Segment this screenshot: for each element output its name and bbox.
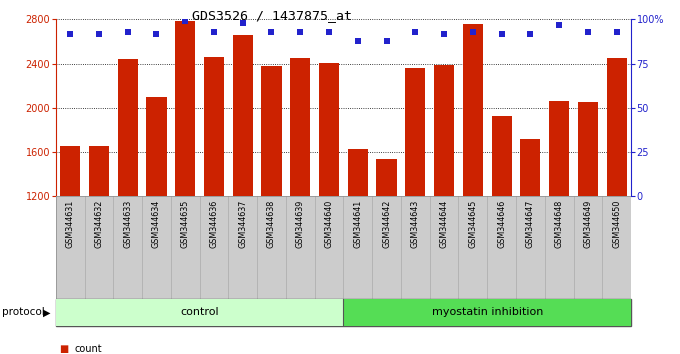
Text: GSM344644: GSM344644 xyxy=(439,200,449,248)
Text: ▶: ▶ xyxy=(43,307,50,318)
Bar xyxy=(60,145,80,196)
Text: ■: ■ xyxy=(59,344,69,354)
Bar xyxy=(56,299,343,326)
Text: GSM344646: GSM344646 xyxy=(497,200,506,248)
Bar xyxy=(261,66,282,196)
Bar xyxy=(434,65,454,196)
Bar xyxy=(578,102,598,196)
Text: control: control xyxy=(180,307,219,318)
Text: GSM344632: GSM344632 xyxy=(95,200,103,248)
Point xyxy=(410,29,421,35)
Bar xyxy=(118,59,138,196)
Bar xyxy=(146,97,167,196)
Text: GSM344636: GSM344636 xyxy=(209,200,218,248)
Bar xyxy=(233,35,253,196)
Bar xyxy=(347,149,368,196)
Text: GSM344650: GSM344650 xyxy=(612,200,621,248)
Text: GSM344634: GSM344634 xyxy=(152,200,161,248)
Bar xyxy=(377,159,396,196)
Text: GSM344631: GSM344631 xyxy=(66,200,75,248)
Point xyxy=(525,31,536,36)
Text: GSM344633: GSM344633 xyxy=(123,200,132,248)
Text: GSM344642: GSM344642 xyxy=(382,200,391,248)
Point xyxy=(381,38,392,44)
Bar xyxy=(405,68,426,196)
Point xyxy=(266,29,277,35)
Point xyxy=(180,18,190,24)
Text: count: count xyxy=(75,344,103,354)
Bar xyxy=(607,58,627,196)
Bar xyxy=(204,57,224,196)
Point xyxy=(611,29,622,35)
Bar xyxy=(492,116,511,196)
Point xyxy=(352,38,363,44)
Text: GSM344641: GSM344641 xyxy=(354,200,362,248)
Point xyxy=(467,29,478,35)
Point xyxy=(151,31,162,36)
Text: GSM344635: GSM344635 xyxy=(181,200,190,248)
Text: GSM344638: GSM344638 xyxy=(267,200,276,248)
Point xyxy=(496,31,507,36)
Point xyxy=(209,29,220,35)
Point xyxy=(583,29,594,35)
Bar xyxy=(175,21,195,196)
Bar xyxy=(290,58,310,196)
Text: GSM344643: GSM344643 xyxy=(411,200,420,248)
Bar xyxy=(549,101,569,196)
Text: protocol: protocol xyxy=(2,307,45,318)
Point xyxy=(439,31,449,36)
Point xyxy=(122,29,133,35)
Text: GSM344645: GSM344645 xyxy=(469,200,477,248)
Point xyxy=(554,22,564,28)
Text: GSM344647: GSM344647 xyxy=(526,200,535,248)
Bar xyxy=(89,145,109,196)
Point xyxy=(65,31,75,36)
Text: GSM344649: GSM344649 xyxy=(583,200,592,248)
Bar xyxy=(463,24,483,196)
Point xyxy=(93,31,104,36)
Point xyxy=(237,20,248,26)
Point xyxy=(295,29,306,35)
Text: GSM344640: GSM344640 xyxy=(324,200,333,248)
Text: myostatin inhibition: myostatin inhibition xyxy=(432,307,543,318)
Bar xyxy=(319,63,339,196)
Text: GSM344637: GSM344637 xyxy=(238,200,248,248)
Text: GSM344639: GSM344639 xyxy=(296,200,305,248)
Bar xyxy=(520,139,541,196)
Bar xyxy=(343,299,631,326)
Point xyxy=(324,29,335,35)
Text: GSM344648: GSM344648 xyxy=(555,200,564,248)
Text: GDS3526 / 1437875_at: GDS3526 / 1437875_at xyxy=(192,9,352,22)
